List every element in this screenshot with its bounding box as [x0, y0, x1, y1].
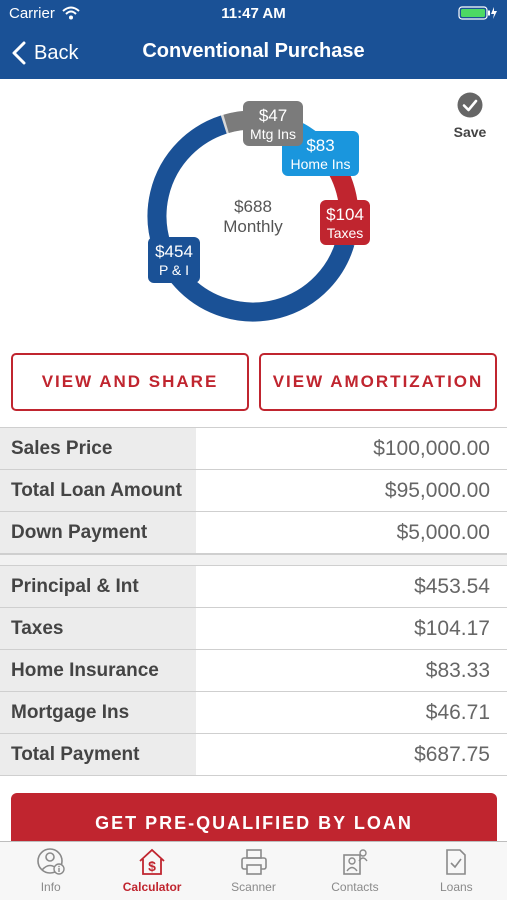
house-dollar-icon: $: [139, 848, 165, 875]
row-label: Sales Price: [0, 428, 196, 469]
row-label: Total Payment: [0, 734, 196, 775]
donut-slice-p-i: [147, 115, 355, 322]
table-row: Principal & Int $453.54: [0, 566, 507, 608]
printer-icon: [240, 849, 267, 875]
table-row: Home Insurance $83.33: [0, 650, 507, 692]
tab-contacts[interactable]: Contacts: [304, 842, 405, 900]
info-person-icon: [36, 848, 65, 875]
row-label: Down Payment: [0, 512, 196, 553]
nav-bar: Back Conventional Purchase: [0, 28, 507, 79]
row-label: Taxes: [0, 608, 196, 649]
row-value: $104.17: [414, 617, 490, 640]
table-row: Sales Price $100,000.00: [0, 428, 507, 470]
slice-value: $47: [259, 106, 287, 125]
status-bar: Carrier 11:47 AM: [0, 0, 507, 28]
carrier-label: Carrier: [9, 5, 55, 22]
tab-bar: Info $ Calculator Scanner Contacts: [0, 841, 507, 900]
section-divider: [0, 554, 507, 566]
tab-label: Loans: [439, 880, 473, 894]
table-row: Total Loan Amount $95,000.00: [0, 470, 507, 512]
slice-value: $83: [306, 136, 334, 155]
tab-scanner[interactable]: Scanner: [203, 842, 304, 900]
row-value: $100,000.00: [373, 437, 490, 460]
table-row: Total Payment $687.75: [0, 734, 507, 776]
status-time: 11:47 AM: [221, 5, 286, 22]
row-value: $95,000.00: [384, 479, 490, 502]
row-value: $5,000.00: [396, 521, 490, 544]
svg-text:$: $: [148, 858, 156, 874]
slice-name: P & I: [159, 262, 189, 278]
table-row: Taxes $104.17: [0, 608, 507, 650]
tab-label: Contacts: [331, 880, 379, 894]
chevron-left-icon: [12, 41, 26, 65]
back-label: Back: [34, 41, 79, 64]
check-circle-icon: [457, 92, 483, 118]
tab-label: Scanner: [231, 880, 276, 894]
row-label: Principal & Int: [0, 566, 196, 607]
tab-calculator[interactable]: $ Calculator: [101, 842, 202, 900]
document-check-icon: [446, 849, 467, 875]
row-value: $453.54: [414, 575, 490, 598]
row-value: $83.33: [425, 659, 490, 682]
table-row: Mortgage Ins $46.71: [0, 692, 507, 734]
slice-name: Home Ins: [291, 156, 351, 172]
payment-breakdown-list: Principal & Int $453.54 Taxes $104.17 Ho…: [0, 566, 507, 776]
back-button[interactable]: Back: [12, 38, 78, 68]
loan-summary-list: Sales Price $100,000.00 Total Loan Amoun…: [0, 427, 507, 554]
tab-label: Calculator: [122, 880, 182, 894]
slice-value: $454: [155, 242, 193, 261]
wifi-icon: [62, 6, 80, 20]
slice-name: Taxes: [327, 225, 364, 241]
row-label: Total Loan Amount: [0, 470, 196, 511]
row-value: $687.75: [414, 743, 490, 766]
view-amortization-button[interactable]: VIEW AMORTIZATION: [259, 353, 497, 411]
row-label: Mortgage Ins: [0, 692, 196, 733]
view-and-share-button[interactable]: VIEW AND SHARE: [11, 353, 249, 411]
row-value: $46.71: [425, 701, 490, 724]
tab-label: Info: [40, 880, 61, 894]
slice-value: $104: [326, 205, 364, 224]
save-label: Save: [453, 124, 487, 140]
contacts-icon: [343, 849, 368, 875]
battery-icon: [458, 6, 497, 20]
table-row: Down Payment $5,000.00: [0, 512, 507, 554]
tab-info[interactable]: Info: [0, 842, 101, 900]
chart-center-label: Monthly: [223, 217, 283, 236]
row-label: Home Insurance: [0, 650, 196, 691]
page-title: Conventional Purchase: [142, 40, 365, 62]
tab-loans[interactable]: Loans: [406, 842, 507, 900]
chart-center-value: $688: [234, 197, 272, 216]
save-button[interactable]: Save: [446, 92, 494, 140]
slice-name: Mtg Ins: [250, 126, 296, 142]
